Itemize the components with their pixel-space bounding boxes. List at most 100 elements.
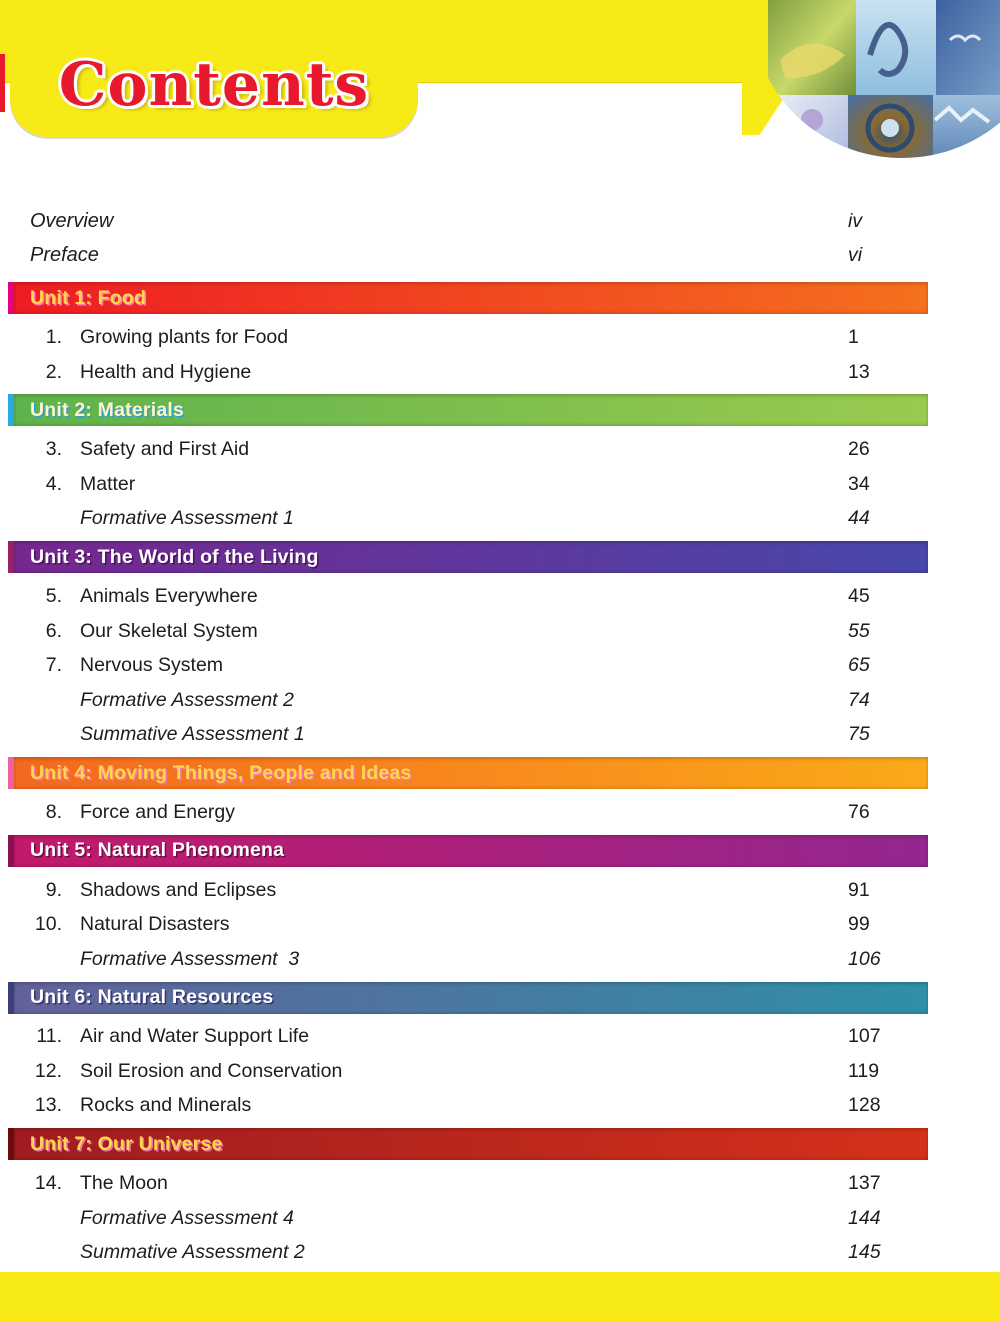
entry-title: Growing plants for Food bbox=[80, 325, 289, 348]
entry-title: Formative Assessment 3 bbox=[80, 947, 300, 970]
entry-number: 13. bbox=[34, 1094, 62, 1117]
unit-bar-label: Unit 1: Food bbox=[30, 286, 147, 309]
entry-number: 2. bbox=[45, 360, 62, 383]
toc-entry: 8. Force and Energy 76 bbox=[8, 795, 928, 830]
entry-page: 137 bbox=[848, 1172, 881, 1195]
front-matter: Overview iv Preface vi bbox=[8, 80, 928, 273]
toc-entry: 6. Our Skeletal System 55 bbox=[8, 614, 928, 649]
entry-number: 12. bbox=[34, 1059, 62, 1082]
toc-entry: 14. The Moon 137 bbox=[8, 1166, 928, 1201]
entry-title: Natural Disasters bbox=[80, 913, 230, 936]
entry-number: 6. bbox=[45, 619, 62, 642]
lake-photo bbox=[933, 95, 1000, 158]
unit-bar-label: Unit 7: Our Universe bbox=[30, 1132, 223, 1155]
entry-page: 55 bbox=[848, 619, 870, 642]
toc-entry: 13. Rocks and Minerals 128 bbox=[8, 1089, 928, 1124]
entry-number: 7. bbox=[45, 654, 62, 677]
toc-entry: Formative Assessment 3 106 bbox=[8, 942, 928, 977]
toc-entry: 4. Matter 34 bbox=[8, 467, 928, 502]
unit-bar-label: Unit 6: Natural Resources bbox=[30, 986, 274, 1008]
entry-number: 3. bbox=[45, 438, 62, 461]
toc-entry: Formative Assessment 4 144 bbox=[8, 1201, 928, 1236]
unit-bar: Unit 5: Natural Phenomena bbox=[8, 834, 928, 867]
entry-page: 76 bbox=[848, 800, 870, 823]
entry-page: 144 bbox=[848, 1206, 881, 1229]
entry-number: 5. bbox=[45, 584, 62, 607]
entry-title: Formative Assessment 1 bbox=[80, 507, 294, 530]
red-print-artifact bbox=[0, 54, 5, 112]
entry-number: 9. bbox=[45, 878, 62, 901]
photo-collage bbox=[768, 0, 1000, 158]
toc-entry: 11. Air and Water Support Life 107 bbox=[8, 1020, 928, 1055]
toc-entry: 2. Health and Hygiene 13 bbox=[8, 355, 928, 390]
entry-title: Nervous System bbox=[80, 654, 224, 677]
entry-page: 34 bbox=[848, 472, 870, 495]
entry-page: 107 bbox=[848, 1025, 881, 1048]
unit-bar: Unit 2: Materials bbox=[8, 394, 928, 427]
entry-page: 145 bbox=[848, 1241, 881, 1264]
unit-bar: Unit 3: The World of the Living bbox=[8, 541, 928, 574]
toc-entry: 9. Shadows and Eclipses 91 bbox=[8, 873, 928, 908]
entry-page: vi bbox=[848, 244, 863, 267]
entry-number: 8. bbox=[45, 800, 62, 823]
toc-entry: 3. Safety and First Aid 26 bbox=[8, 432, 928, 467]
unit-bar: Unit 6: Natural Resources bbox=[8, 981, 928, 1014]
entry-number: 11. bbox=[36, 1025, 62, 1048]
entry-page: 128 bbox=[848, 1094, 881, 1117]
toc-entry: 12. Soil Erosion and Conservation 119 bbox=[8, 1054, 928, 1089]
unit-bar-label: Unit 4: Moving Things, People and Ideas bbox=[30, 761, 412, 784]
entry-page: 74 bbox=[848, 688, 870, 711]
bottom-yellow-band bbox=[0, 1272, 1000, 1321]
toc-entry: Summative Assessment 1 75 bbox=[8, 718, 928, 753]
entry-title: Force and Energy bbox=[80, 800, 236, 823]
toc-entry: 1. Growing plants for Food 1 bbox=[8, 320, 928, 355]
toc-entry: Formative Assessment 2 74 bbox=[8, 683, 928, 718]
entry-page: 13 bbox=[848, 360, 870, 383]
table-of-contents: Overview iv Preface vi Unit 1: Food 1. Growin… bbox=[8, 80, 928, 1270]
contents-tab: Contents bbox=[10, 0, 418, 137]
page-title: Contents bbox=[58, 50, 370, 120]
entry-page: 91 bbox=[848, 878, 870, 901]
entry-title: Summative Assessment 2 bbox=[80, 1241, 305, 1264]
toc-entry: Formative Assessment 1 44 bbox=[8, 502, 928, 537]
front-matter-row: Preface vi bbox=[8, 239, 928, 274]
entry-page: 45 bbox=[848, 584, 870, 607]
front-matter-title: Preface bbox=[30, 244, 99, 267]
toc-entry: 5. Animals Everywhere 45 bbox=[8, 579, 928, 614]
unit-bar: Unit 4: Moving Things, People and Ideas bbox=[8, 757, 928, 790]
entry-number: 1. bbox=[45, 325, 62, 348]
unit-bar: Unit 1: Food bbox=[8, 282, 928, 315]
entry-page: 65 bbox=[848, 654, 870, 677]
entry-title: Formative Assessment 2 bbox=[80, 688, 294, 711]
entry-title: Formative Assessment 4 bbox=[80, 1206, 294, 1229]
entry-number: 10. bbox=[34, 913, 62, 936]
unit-entries: 5. Animals Everywhere 45 6. Our Skeletal Sys… bbox=[8, 579, 928, 752]
entry-title: Health and Hygiene bbox=[80, 360, 252, 383]
toc-sections: Unit 1: Food 1. Growing plants for Food 1 2.… bbox=[8, 282, 928, 1270]
entry-title: Air and Water Support Life bbox=[80, 1025, 310, 1048]
entry-title: Animals Everywhere bbox=[80, 584, 258, 607]
entry-title: Rocks and Minerals bbox=[80, 1094, 252, 1117]
toc-entry: Summative Assessment 2 145 bbox=[8, 1235, 928, 1270]
entry-page: 75 bbox=[848, 723, 870, 746]
entry-page: 1 bbox=[848, 325, 859, 348]
dolphin-silhouette bbox=[867, 22, 909, 77]
entry-title: Shadows and Eclipses bbox=[80, 878, 277, 901]
seabird-photo bbox=[936, 0, 1000, 95]
toc-entry: 7. Nervous System 65 bbox=[8, 648, 928, 683]
entry-page: 119 bbox=[848, 1059, 880, 1082]
entry-title: Summative Assessment 1 bbox=[80, 723, 305, 746]
unit-bar-label: Unit 3: The World of the Living bbox=[30, 545, 319, 568]
unit-entries: 1. Growing plants for Food 1 2. Health and H… bbox=[8, 320, 928, 389]
entry-page: iv bbox=[848, 209, 863, 232]
front-matter-title: Overview bbox=[30, 209, 114, 232]
unit-entries: 3. Safety and First Aid 26 4. Matter 34 Format… bbox=[8, 432, 928, 536]
entry-title: The Moon bbox=[80, 1172, 168, 1195]
unit-bar: Unit 7: Our Universe bbox=[8, 1128, 928, 1161]
unit-entries: 8. Force and Energy 76 bbox=[8, 795, 928, 830]
entry-page: 44 bbox=[848, 507, 870, 530]
unit-entries: 14. The Moon 137 Formative Assessment 4 144 S… bbox=[8, 1166, 928, 1270]
entry-page: 26 bbox=[848, 438, 870, 461]
entry-title: Safety and First Aid bbox=[80, 438, 250, 461]
